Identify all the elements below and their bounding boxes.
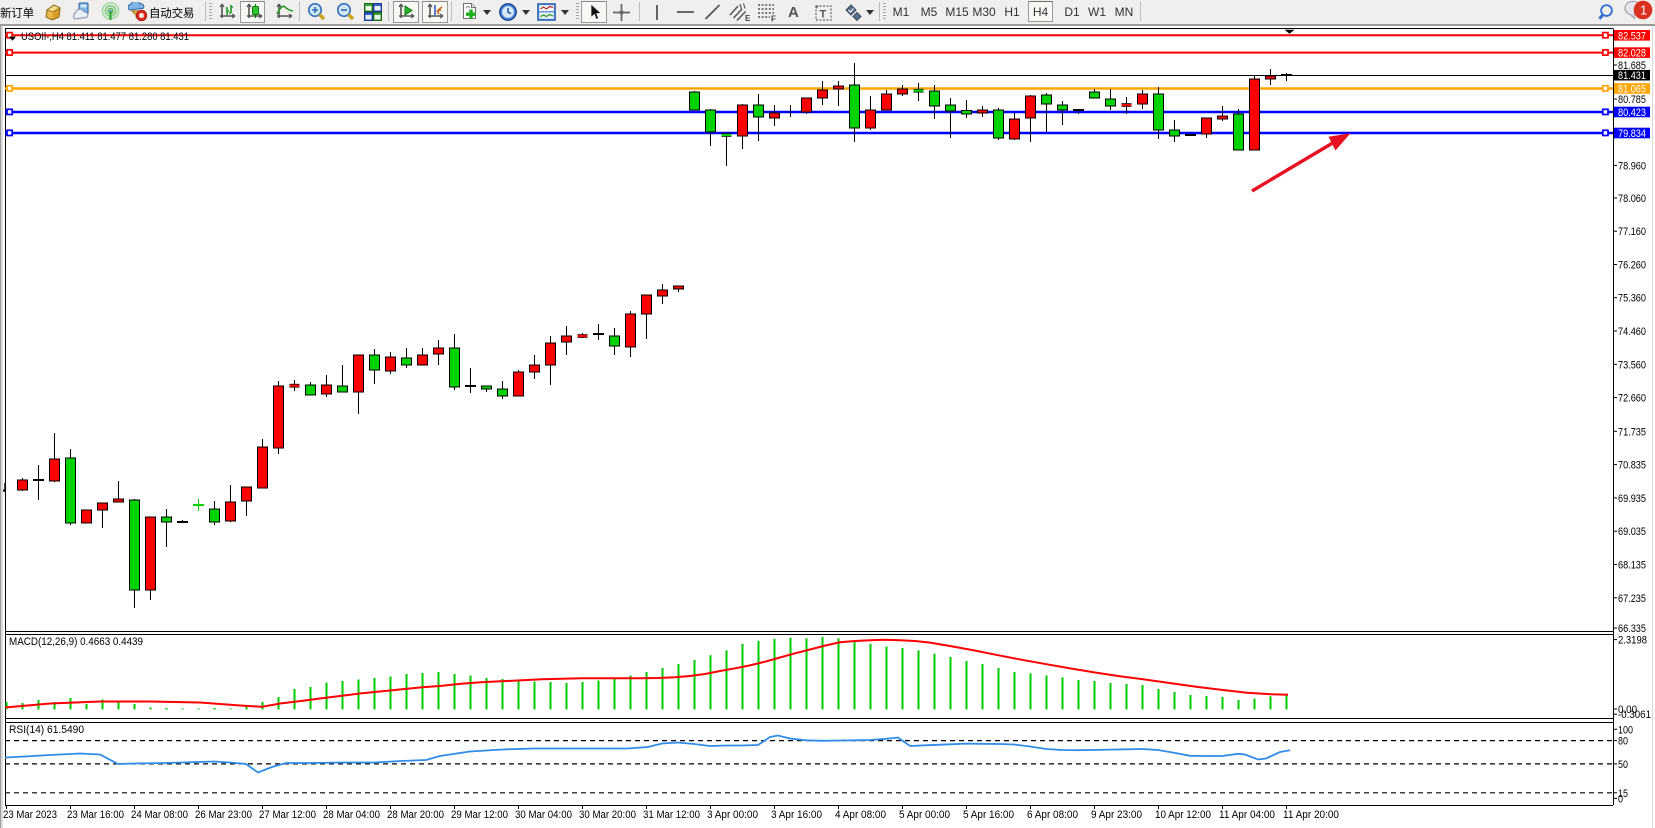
svg-text:9 Apr 23:00: 9 Apr 23:00: [1091, 809, 1142, 821]
svg-text:-0.3061: -0.3061: [1618, 709, 1651, 721]
svg-text:0: 0: [1618, 793, 1623, 805]
svg-text:30 Mar 20:00: 30 Mar 20:00: [579, 809, 636, 821]
svg-text:70.835: 70.835: [1618, 460, 1646, 472]
svg-text:28 Mar 04:00: 28 Mar 04:00: [323, 809, 380, 821]
svg-text:USOIl-,H4 81.411 81.477 81.28: USOIl-,H4 81.411 81.477 81.280 81.431: [21, 31, 189, 43]
svg-text:3 Apr 00:00: 3 Apr 00:00: [707, 809, 758, 821]
svg-text:23 Mar 2023: 23 Mar 2023: [3, 809, 57, 821]
svg-text:6 Apr 08:00: 6 Apr 08:00: [1027, 809, 1078, 821]
svg-text:T: T: [820, 9, 827, 21]
svg-text:78.060: 78.060: [1618, 193, 1646, 205]
svg-text:77.160: 77.160: [1618, 226, 1646, 238]
svg-text:67.235: 67.235: [1618, 593, 1646, 605]
svg-text:RSI(14) 61.5490: RSI(14) 61.5490: [9, 724, 84, 736]
svg-text:2.3198: 2.3198: [1618, 635, 1647, 647]
svg-text:30 Mar 04:00: 30 Mar 04:00: [515, 809, 572, 821]
svg-text:80.423: 80.423: [1618, 107, 1646, 119]
svg-text:73.560: 73.560: [1618, 359, 1646, 371]
svg-text:23 Mar 16:00: 23 Mar 16:00: [67, 809, 124, 821]
svg-text:50: 50: [1618, 759, 1628, 771]
svg-text:100: 100: [1618, 724, 1633, 736]
svg-text:80.785: 80.785: [1618, 94, 1646, 106]
svg-text:66.335: 66.335: [1618, 623, 1646, 635]
svg-text:5 Apr 00:00: 5 Apr 00:00: [899, 809, 950, 821]
svg-text:1: 1: [1640, 3, 1647, 18]
svg-text:74.460: 74.460: [1618, 326, 1646, 338]
svg-text:10 Apr 12:00: 10 Apr 12:00: [1155, 809, 1211, 821]
svg-text:69.935: 69.935: [1618, 493, 1646, 505]
svg-text:31 Mar 12:00: 31 Mar 12:00: [643, 809, 700, 821]
svg-text:24 Mar 08:00: 24 Mar 08:00: [131, 809, 188, 821]
svg-text:75.360: 75.360: [1618, 293, 1646, 305]
svg-text:0.00: 0.00: [1618, 704, 1637, 716]
svg-text:69.035: 69.035: [1618, 526, 1646, 538]
svg-text:26 Mar 23:00: 26 Mar 23:00: [195, 809, 252, 821]
svg-text:11 Apr 20:00: 11 Apr 20:00: [1283, 809, 1339, 821]
svg-text:80: 80: [1618, 736, 1628, 748]
svg-text:15: 15: [1618, 788, 1628, 800]
svg-text:68.135: 68.135: [1618, 560, 1646, 572]
svg-text:5 Apr 16:00: 5 Apr 16:00: [963, 809, 1014, 821]
svg-text:3 Apr 16:00: 3 Apr 16:00: [771, 809, 822, 821]
svg-text:82.028: 82.028: [1618, 48, 1646, 60]
svg-text:79.834: 79.834: [1618, 128, 1646, 140]
svg-text:81.065: 81.065: [1618, 84, 1646, 96]
svg-text:78.960: 78.960: [1618, 160, 1646, 172]
svg-text:72.660: 72.660: [1618, 393, 1646, 405]
svg-text:76.260: 76.260: [1618, 260, 1646, 272]
svg-text:29 Mar 12:00: 29 Mar 12:00: [451, 809, 508, 821]
svg-text:F: F: [771, 15, 776, 23]
svg-text:71.735: 71.735: [1618, 426, 1646, 438]
svg-text:4 Apr 08:00: 4 Apr 08:00: [835, 809, 886, 821]
svg-text:28 Mar 20:00: 28 Mar 20:00: [387, 809, 444, 821]
svg-text:81.431: 81.431: [1618, 70, 1646, 82]
svg-text:11 Apr 04:00: 11 Apr 04:00: [1219, 809, 1275, 821]
svg-text:MACD(12,26,9) 0.4663 0.4439: MACD(12,26,9) 0.4663 0.4439: [9, 636, 143, 648]
svg-text:E: E: [745, 14, 751, 23]
svg-text:27 Mar 12:00: 27 Mar 12:00: [259, 809, 316, 821]
svg-text:81.685: 81.685: [1618, 60, 1646, 72]
svg-text:82.537: 82.537: [1618, 30, 1646, 42]
